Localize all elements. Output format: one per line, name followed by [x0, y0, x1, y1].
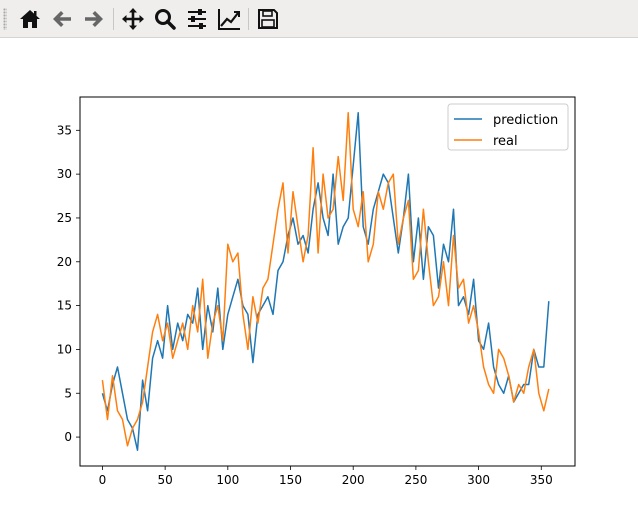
x-tick-label: 0	[99, 473, 107, 487]
y-tick-label: 30	[57, 167, 72, 181]
x-tick-label: 350	[530, 473, 553, 487]
y-tick-label: 35	[57, 123, 72, 137]
pan-button[interactable]	[117, 3, 149, 35]
zoom-button[interactable]	[149, 3, 181, 35]
magnifier-icon	[155, 8, 176, 30]
legend-label-real: real	[493, 134, 518, 149]
y-tick-label: 0	[64, 430, 72, 444]
back-button[interactable]	[46, 3, 78, 35]
series-layer	[101, 112, 550, 451]
x-tick-label: 200	[342, 473, 365, 487]
customize-button[interactable]	[213, 3, 245, 35]
subplots-button[interactable]	[181, 3, 213, 35]
toolbar-separator	[248, 7, 249, 30]
y-tick-label: 15	[57, 299, 72, 313]
toolbar	[0, 0, 638, 38]
arrow-right-icon	[85, 10, 103, 27]
axes-frame	[79, 96, 576, 467]
sliders-icon	[188, 8, 206, 29]
floppy-disk-icon	[258, 8, 278, 29]
toolbar-grip[interactable]	[3, 7, 7, 30]
axis-layer: 0 50 100 150 200 250 300 350 0 5 10 15 20 25 30 35	[57, 123, 553, 487]
toolbar-separator	[113, 7, 114, 30]
move-icon	[122, 7, 144, 30]
legend[interactable]: prediction real	[447, 103, 569, 151]
y-tick-label: 10	[57, 342, 72, 356]
arrow-left-icon	[53, 10, 71, 27]
y-tick-label: 20	[57, 255, 72, 269]
axes-background	[80, 97, 575, 466]
legend-label-prediction: prediction	[493, 113, 558, 128]
series-line-real	[101, 112, 550, 447]
line-chart[interactable]: 0 50 100 150 200 250 300 350 0 5 10 15 20 25 30 35 pred…	[0, 38, 638, 519]
home-icon	[20, 9, 40, 28]
y-tick-label: 5	[64, 386, 72, 400]
series-line-prediction	[101, 112, 550, 451]
x-tick-label: 150	[279, 473, 302, 487]
plot-area: 0 50 100 150 200 250 300 350 0 5 10 15 20 25 30 35 pred…	[0, 38, 638, 519]
x-tick-label: 300	[467, 473, 490, 487]
y-tick-label: 25	[57, 211, 72, 225]
x-tick-label: 50	[157, 473, 172, 487]
line-chart-icon	[218, 8, 240, 30]
x-tick-label: 100	[216, 473, 239, 487]
legend-box	[447, 103, 569, 151]
save-button[interactable]	[252, 3, 284, 35]
forward-button[interactable]	[78, 3, 110, 35]
x-tick-label: 250	[404, 473, 427, 487]
home-button[interactable]	[14, 3, 46, 35]
